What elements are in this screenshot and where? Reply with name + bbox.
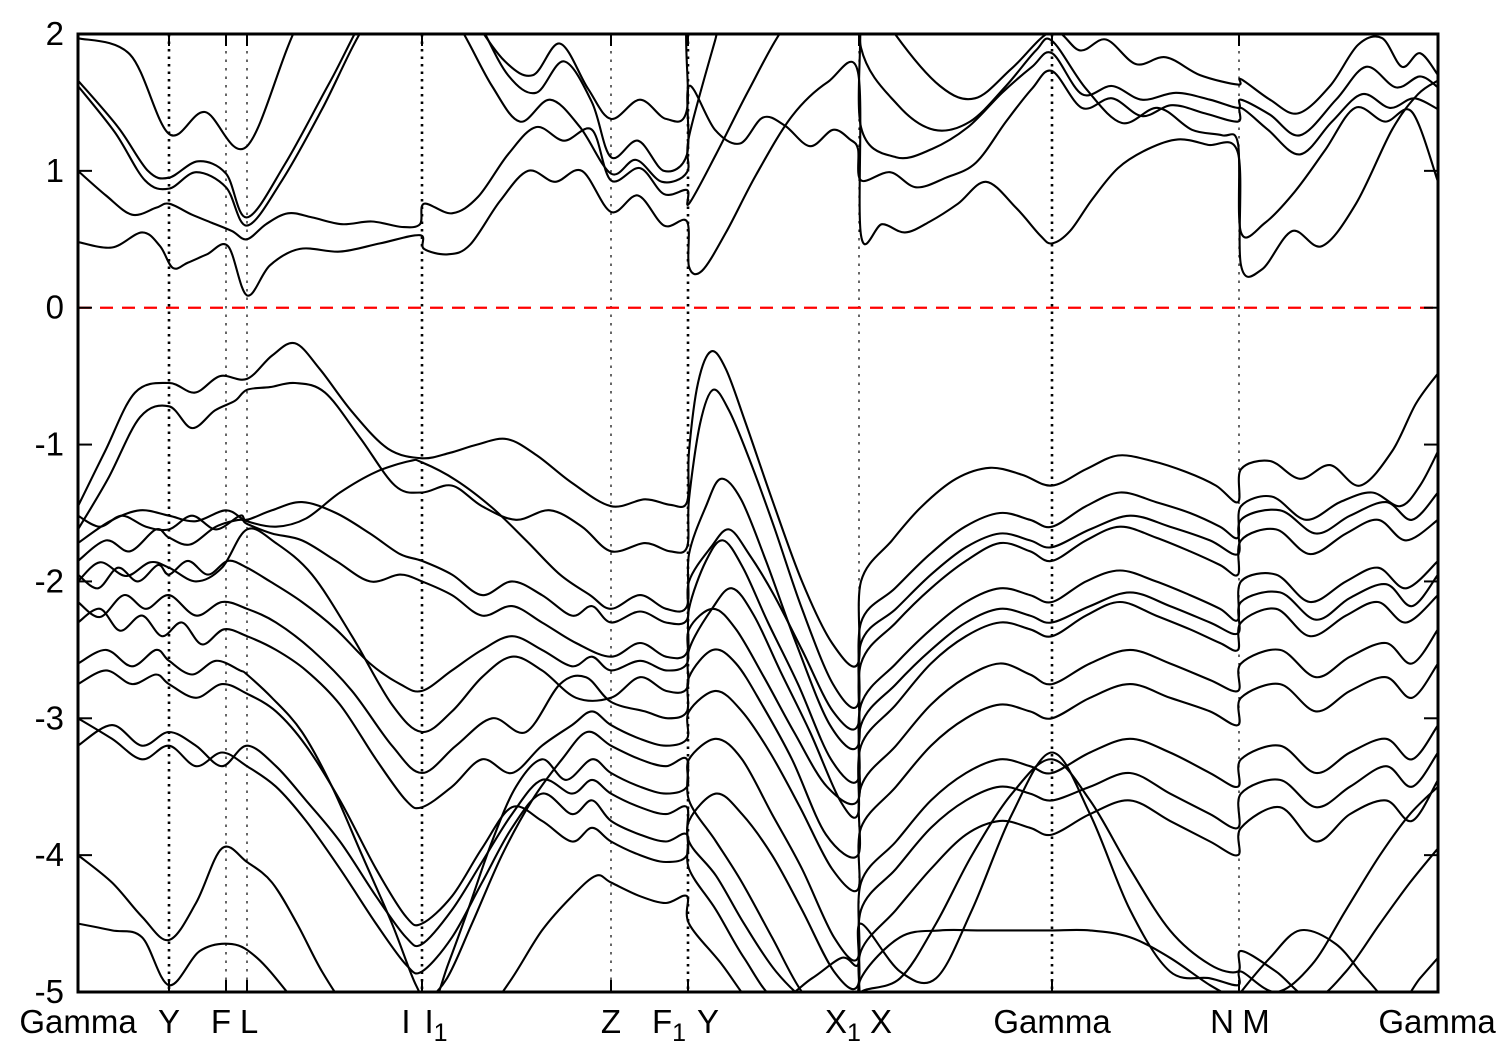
x-tick-label: Y [697, 1003, 719, 1040]
band-curve-19 [78, 730, 1438, 992]
band-curve-8 [78, 458, 1438, 751]
y-tick-label: -1 [35, 426, 64, 463]
y-tick-label: -2 [35, 562, 64, 599]
band-curve-6 [78, 341, 1438, 668]
y-tick-label: 1 [46, 152, 64, 189]
band-curve-16 [78, 669, 1438, 991]
plot-border [76, 32, 1440, 994]
axis-ticks [78, 33, 1438, 993]
band-curve-3 [78, 34, 1438, 239]
y-tick-label: -3 [35, 699, 64, 736]
x-tick-label: Gamma [19, 1003, 137, 1040]
y-tick-label: -5 [35, 973, 64, 1010]
y-tick-label: 2 [46, 15, 64, 52]
x-tick-label: I [401, 1003, 410, 1040]
band-curve-20 [78, 874, 1438, 992]
band-curve-1 [78, 34, 1438, 151]
x-tick-label: Z [601, 1003, 621, 1040]
band-curve-12 [78, 559, 1438, 806]
x-tick-label: X1 [825, 1003, 861, 1047]
x-tick-label: M [1242, 1003, 1270, 1040]
band-curve-9 [78, 491, 1438, 731]
band-curve-11 [78, 527, 1438, 819]
x-tick-label: I1 [424, 1003, 447, 1047]
x-tick-label: F [211, 1003, 231, 1040]
band-curve-7 [78, 381, 1438, 709]
band-curve-2 [78, 34, 1438, 219]
x-tick-label: F1 [652, 1003, 686, 1047]
band-curve-5 [78, 60, 1438, 297]
axis-frame [76, 32, 1440, 994]
band-curve-18 [78, 724, 1438, 992]
y-tick-label: -4 [35, 836, 64, 873]
x-tick-label: Y [158, 1003, 180, 1040]
x-tick-label: X [870, 1003, 892, 1040]
x-tick-label: Gamma [993, 1003, 1111, 1040]
x-tick-label: Gamma [1378, 1003, 1496, 1040]
y-tick-label: 0 [46, 289, 64, 326]
x-tick-label: N [1210, 1003, 1234, 1040]
x-tick-label: L [240, 1003, 258, 1040]
band-curves [78, 34, 1438, 992]
band-curve-10 [78, 518, 1438, 784]
band-curve-17 [78, 717, 1438, 992]
band-curve-13 [78, 594, 1438, 859]
band-curve-14 [78, 607, 1438, 893]
band-curve-4 [78, 34, 1438, 241]
